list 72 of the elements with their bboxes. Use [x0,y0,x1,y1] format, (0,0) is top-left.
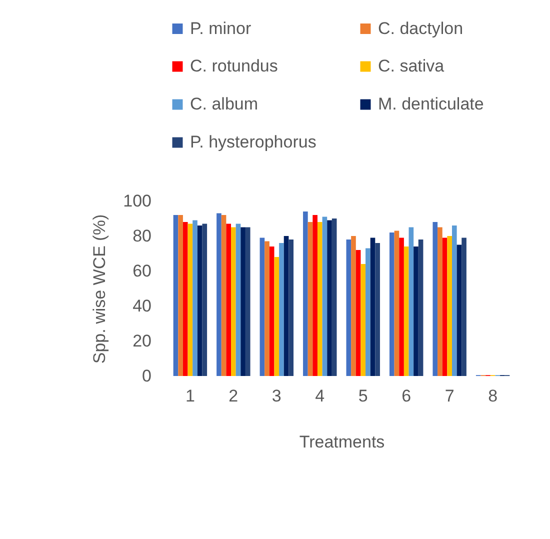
bar [462,238,466,376]
bar [327,220,332,376]
bar [456,244,462,376]
y-tick-label: 100 [123,192,152,210]
bar [182,222,188,376]
bar [303,212,308,376]
bar [188,224,193,376]
legend-label: P. minor [190,18,252,38]
x-tick-label: 2 [228,386,238,406]
bar [399,238,404,376]
y-tick-label: 60 [132,262,152,280]
bar [375,243,380,376]
x-tick-label: 5 [358,386,368,406]
bar [360,264,366,376]
bar [178,215,183,376]
x-axis-title: Treatments [299,432,385,452]
bar [332,218,337,376]
bar [312,215,318,376]
bar [231,227,236,376]
bar [366,248,370,376]
bar [356,250,361,376]
bar [226,224,232,376]
bar [322,216,328,376]
bar [351,236,356,376]
x-tick-label: 7 [444,386,454,406]
bar [389,232,394,376]
legend-label: C. dactylon [378,18,464,38]
legend-label: C. album [190,94,258,114]
bar [260,238,265,376]
bar [245,227,250,376]
x-tick-label: 6 [402,386,412,406]
bar [308,222,313,376]
bar [173,215,178,376]
bar [432,222,438,376]
y-tick-label: 0 [142,366,152,386]
bar [192,220,198,376]
bar [408,227,414,376]
bar [284,236,289,376]
y-tick-label: 80 [132,226,152,246]
bar [264,241,270,376]
bar [288,240,294,376]
bar [404,246,409,376]
x-tick-label: 3 [272,386,282,406]
legend-label: M. denticulate [378,94,484,114]
bar [197,226,202,376]
bar [216,213,222,376]
bar [370,238,376,376]
bar [221,215,226,376]
legend-label: C. sativa [378,56,445,76]
x-tick-label: 4 [315,386,325,406]
bar [274,257,280,376]
bar [438,227,442,376]
bar [447,236,452,376]
y-tick-label: 40 [132,296,152,316]
bar [452,226,457,376]
bar [269,246,274,376]
y-tick-label: 20 [132,332,152,350]
bar [394,230,400,376]
bar [279,243,284,376]
legend-label: C. rotundus [190,56,278,76]
bar [236,224,241,376]
bar [202,224,208,376]
bar [442,238,448,376]
bar [418,240,424,376]
x-tick-label: 1 [185,386,195,406]
bar [317,222,322,376]
bar [346,240,352,376]
bar [240,227,246,376]
bar [414,246,418,376]
x-tick-label: 8 [488,386,498,406]
y-axis-title: Spp. wise WCE (%) [90,214,110,364]
legend-label: P. hysterophorus [190,132,316,152]
